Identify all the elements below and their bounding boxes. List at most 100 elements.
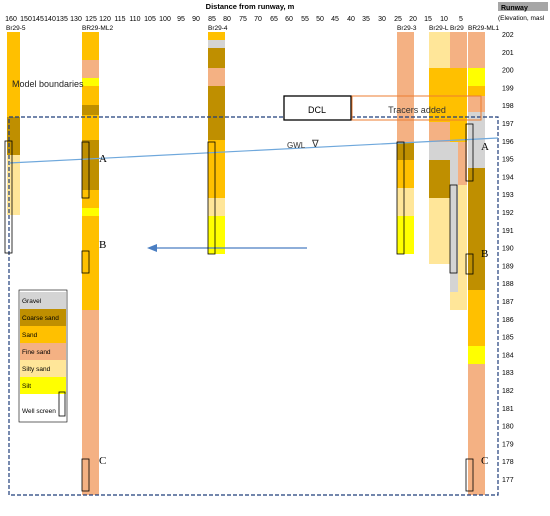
well-screen bbox=[81, 250, 90, 274]
strata-layer bbox=[208, 140, 225, 198]
well-screen bbox=[396, 141, 405, 255]
strata-layer bbox=[397, 188, 414, 216]
y-tick-labels: 202 201 200 199 198 197 196 195 194 193 192 191 190 1… bbox=[502, 32, 514, 484]
x-tick-labels: 160 150 145 140 135 130 125 120 115 110 105 100 95 90… bbox=[5, 16, 463, 23]
legend-swatch bbox=[20, 343, 66, 360]
dcl-label: DCL bbox=[308, 105, 326, 115]
x-tick-label: 145 bbox=[32, 16, 44, 23]
strata-layer bbox=[429, 68, 451, 122]
strata-layer bbox=[82, 86, 99, 105]
legend-swatch bbox=[20, 360, 66, 377]
y-axis-header-bg bbox=[498, 2, 548, 11]
strata-layer bbox=[208, 86, 225, 140]
y-tick-label: 181 bbox=[502, 406, 514, 413]
strata-layer bbox=[429, 160, 451, 198]
strata-layer bbox=[82, 115, 99, 140]
y-tick-label: 193 bbox=[502, 192, 514, 199]
y-tick-label: 179 bbox=[502, 441, 514, 448]
y-tick-label: 196 bbox=[502, 139, 514, 146]
y-tick-label: 187 bbox=[502, 299, 514, 306]
strata-layer bbox=[82, 60, 99, 78]
strata-layer bbox=[429, 198, 451, 264]
model-boundaries-label: Model boundaries bbox=[12, 79, 84, 89]
strata-layer bbox=[468, 346, 485, 364]
strata-layer bbox=[208, 32, 225, 40]
legend-label: Fine sand bbox=[22, 349, 51, 356]
legend-swatch bbox=[20, 326, 66, 343]
y-tick-label: 197 bbox=[502, 121, 514, 128]
strata-layer bbox=[450, 142, 458, 292]
borehole-label-br29-3: Br29-3 bbox=[397, 25, 417, 32]
borehole-label-br29-ml1: BR29-ML1 bbox=[468, 25, 499, 32]
x-tick-label: 65 bbox=[270, 16, 278, 23]
x-tick-label: 85 bbox=[208, 16, 216, 23]
y-tick-label: 178 bbox=[502, 459, 514, 466]
strata-layer bbox=[7, 117, 20, 155]
tracers-added-box bbox=[351, 95, 482, 121]
y-axis-title: Runway bbox=[501, 5, 528, 12]
y-tick-label: 188 bbox=[502, 281, 514, 288]
borehole-labels: Br29-5 BR29-ML2 Br29-4 Br29-3 Br29-L Br29 BR29… bbox=[6, 25, 499, 32]
x-tick-label: 130 bbox=[70, 16, 82, 23]
x-tick-label: 15 bbox=[424, 16, 432, 23]
well-screen bbox=[207, 141, 216, 255]
x-tick-label: 150 bbox=[20, 16, 32, 23]
x-tick-label: 105 bbox=[144, 16, 156, 23]
y-tick-label: 184 bbox=[502, 352, 514, 359]
x-tick-label: 100 bbox=[159, 16, 171, 23]
strata-layer bbox=[429, 122, 451, 142]
strata-layer bbox=[7, 32, 20, 117]
strata-layer bbox=[397, 160, 414, 188]
well-screen bbox=[4, 140, 13, 254]
borehole-label-br29-5: Br29-5 bbox=[6, 25, 26, 32]
x-tick-label: 45 bbox=[331, 16, 339, 23]
x-tick-label: 70 bbox=[254, 16, 262, 23]
x-tick-label: 5 bbox=[459, 16, 463, 23]
x-tick-label: 20 bbox=[409, 16, 417, 23]
y-tick-label: 180 bbox=[502, 424, 514, 431]
strata-layer bbox=[397, 32, 414, 142]
legend-label: Gravel bbox=[22, 298, 42, 305]
x-tick-label: 90 bbox=[192, 16, 200, 23]
legend-swatch bbox=[20, 292, 66, 309]
x-tick-label: 55 bbox=[301, 16, 309, 23]
x-tick-label: 140 bbox=[44, 16, 56, 23]
strata-layer bbox=[82, 105, 99, 115]
y-tick-label: 183 bbox=[502, 370, 514, 377]
x-tick-label: 110 bbox=[129, 16, 140, 23]
strata-layer bbox=[82, 310, 99, 495]
marker-a-right: A bbox=[481, 141, 489, 153]
y-tick-label: 190 bbox=[502, 246, 514, 253]
borehole-columns bbox=[7, 32, 485, 495]
strata-layer bbox=[468, 68, 485, 86]
well-screen bbox=[465, 253, 474, 275]
strata-layer bbox=[450, 90, 467, 142]
well-screen bbox=[465, 458, 474, 492]
y-tick-label: 198 bbox=[502, 103, 514, 110]
strata-layer bbox=[468, 290, 485, 346]
strata-layer bbox=[468, 86, 485, 96]
y-tick-label: 194 bbox=[502, 174, 514, 181]
strata-layer bbox=[82, 216, 99, 310]
legend-well-screen-icon bbox=[58, 391, 66, 417]
marker-a-left: A bbox=[99, 153, 107, 165]
marker-b-left: B bbox=[99, 239, 106, 251]
strata-layer bbox=[468, 364, 485, 495]
strata-layer bbox=[468, 168, 485, 290]
legend-swatch bbox=[20, 309, 66, 326]
strata-layer bbox=[82, 208, 99, 216]
strata-layer bbox=[397, 216, 414, 254]
y-axis-subtitle: (Elevation, masl bbox=[498, 15, 545, 22]
x-tick-label: 80 bbox=[223, 16, 231, 23]
strata-layer bbox=[468, 112, 485, 150]
flow-arrow-head-icon bbox=[147, 244, 157, 252]
gwl-symbol-icon: ∇ bbox=[311, 139, 319, 150]
strata-layer bbox=[208, 48, 225, 68]
legend-swatch bbox=[20, 377, 66, 394]
strata-layer bbox=[82, 78, 99, 86]
y-tick-label: 201 bbox=[502, 50, 514, 57]
strata-layer bbox=[397, 142, 414, 160]
strata-layer bbox=[208, 198, 225, 216]
y-tick-label: 186 bbox=[502, 317, 514, 324]
marker-c-left: C bbox=[99, 455, 106, 467]
